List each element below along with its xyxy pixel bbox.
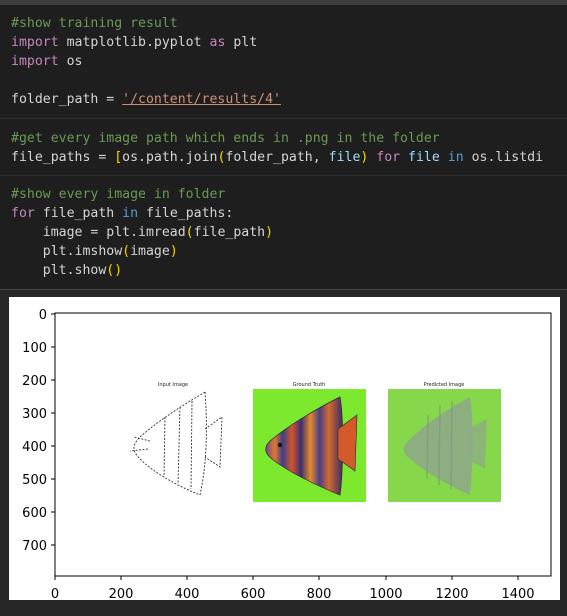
svg-text:200: 200 [22, 374, 47, 389]
predicted-image-panel: Predicted Image [388, 382, 501, 502]
y-tick: 100 [22, 341, 55, 356]
x-tick: 1400 [501, 576, 535, 602]
code-separator [0, 118, 567, 119]
input-image-panel: Input Image [129, 382, 223, 496]
y-tick: 200 [22, 374, 55, 389]
fish-stripes-blurry [426, 400, 453, 490]
sketch-tail [204, 416, 223, 468]
code-line-11: for file_path in file_paths: [11, 206, 234, 221]
sketch-fins [129, 436, 151, 452]
y-tick: 400 [22, 440, 55, 455]
svg-text:0: 0 [51, 587, 59, 602]
svg-text:0: 0 [39, 308, 47, 323]
code-line-3: import os [11, 54, 83, 69]
y-tick: 700 [22, 539, 55, 554]
x-tick: 1000 [369, 576, 403, 602]
output-cell: Input Image Ground Truth Predicted Image [0, 289, 567, 616]
svg-text:500: 500 [22, 473, 47, 488]
svg-text:300: 300 [22, 407, 47, 422]
code-line-14: plt.show() [11, 263, 123, 278]
code-line-10: #show every image in folder [11, 187, 226, 202]
y-tick: 500 [22, 473, 55, 488]
x-tick: 800 [307, 576, 332, 602]
svg-text:600: 600 [241, 587, 266, 602]
code-line-2: import matplotlib.pyplot as plt [11, 35, 258, 50]
svg-text:100: 100 [22, 341, 47, 356]
code-line-12: image = plt.imread(file_path) [11, 225, 274, 240]
svg-text:400: 400 [22, 440, 47, 455]
x-tick: 0 [51, 576, 59, 602]
code-line-8: file_paths = [os.path.join(folder_path, … [11, 150, 544, 165]
svg-text:1000: 1000 [369, 587, 402, 602]
svg-text:700: 700 [22, 539, 47, 554]
image-plot: Input Image Ground Truth Predicted Image [22, 308, 552, 602]
x-tick: 1200 [435, 576, 469, 602]
svg-text:1200: 1200 [435, 587, 468, 602]
x-tick: 600 [241, 576, 266, 602]
code-line-1: #show training result [11, 16, 178, 31]
fish-tail-blurry [468, 419, 487, 469]
x-tick: 400 [175, 576, 200, 602]
cell-divider [0, 289, 567, 290]
sketch-outline [199, 391, 207, 496]
panel-title: Predicted Image [424, 382, 465, 388]
fish-tail [337, 414, 358, 472]
svg-text:800: 800 [307, 587, 332, 602]
fish-body-blurry [403, 397, 473, 495]
code-line-5: folder_path = '/content/results/4' [11, 92, 281, 107]
code-line-7: #get every image path which ends in .png… [11, 131, 440, 146]
sketch-outline [133, 391, 206, 496]
panel-title: Ground Truth [293, 382, 326, 388]
top-strip [0, 0, 567, 5]
panel-title: Input Image [158, 382, 188, 388]
code-cell[interactable]: #show training result import matplotlib.… [0, 5, 567, 289]
svg-text:200: 200 [109, 587, 134, 602]
axes-frame [54, 312, 552, 577]
code-separator [0, 175, 567, 176]
code-line-13: plt.imshow(image) [11, 244, 178, 259]
ground-truth-panel: Ground Truth [253, 382, 366, 502]
svg-text:400: 400 [175, 587, 200, 602]
y-tick: 0 [39, 308, 55, 323]
fish-eye [277, 442, 283, 448]
sketch-stripes [163, 400, 193, 490]
svg-text:1400: 1400 [501, 587, 534, 602]
y-tick: 300 [22, 407, 55, 422]
svg-text:600: 600 [22, 506, 47, 521]
y-tick: 600 [22, 506, 55, 521]
x-tick: 200 [109, 576, 134, 602]
fish-body [265, 396, 343, 496]
